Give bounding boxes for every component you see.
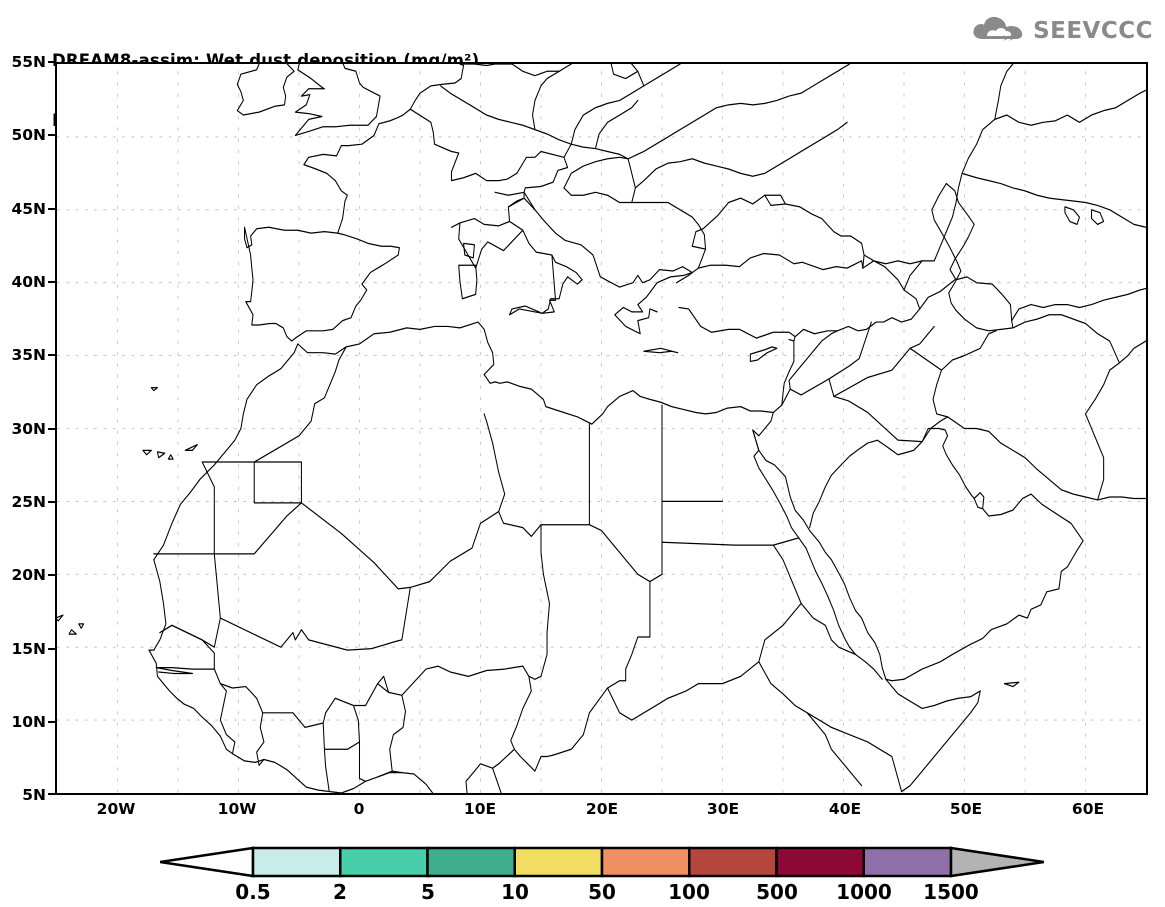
x-tick-label-50E: 50E: [949, 800, 983, 818]
map-gridlines: [57, 64, 1146, 793]
colorbar-svg: [160, 846, 1044, 878]
colorbar[interactable]: 0.5 2 5 10 50 100 500 1000 1500: [160, 846, 1044, 904]
colorbar-segment-0: [251, 846, 342, 878]
y-tick-label-40N: 40N: [11, 273, 46, 291]
y-tick-label-25N: 25N: [11, 493, 46, 511]
colorbar-segment-5: [688, 846, 778, 878]
x-tick-label-10W: 10W: [217, 800, 257, 818]
y-tick-10N: [48, 721, 55, 723]
y-tick-label-30N: 30N: [11, 420, 46, 438]
x-tick-label-10E: 10E: [463, 800, 497, 818]
colorbar-segment-7: [862, 846, 953, 878]
colorbar-segment-2: [426, 846, 516, 878]
x-tick-label-0: 0: [353, 800, 365, 818]
y-tick-label-35N: 35N: [11, 346, 46, 364]
colorbar-label-4: 50: [588, 880, 616, 904]
y-tick-label-10N: 10N: [11, 713, 46, 731]
map-plot-area[interactable]: [55, 62, 1148, 795]
y-tick-15N: [48, 648, 55, 650]
colorbar-under-arrow: [160, 846, 255, 878]
y-tick-label-20N: 20N: [11, 566, 46, 584]
y-tick-35N: [48, 354, 55, 356]
y-tick-label-15N: 15N: [11, 640, 46, 658]
x-tick-label-20E: 20E: [585, 800, 619, 818]
x-tick-label-30E: 30E: [706, 800, 740, 818]
y-tick-40N: [48, 281, 55, 283]
colorbar-segment-6: [775, 846, 865, 878]
colorbar-segment-3: [513, 846, 604, 878]
y-tick-label-45N: 45N: [11, 200, 46, 218]
logo-text: SEEVCCC: [1033, 18, 1153, 44]
seevccc-logo: SEEVCCC: [971, 14, 1153, 48]
y-tick-30N: [48, 428, 55, 430]
colorbar-label-7: 1000: [836, 880, 892, 904]
y-tick-25N: [48, 501, 55, 503]
y-tick-5N: [48, 793, 55, 795]
colorbar-label-1: 2: [333, 880, 347, 904]
x-tick-label-60E: 60E: [1071, 800, 1105, 818]
x-tick-label-40E: 40E: [828, 800, 862, 818]
colorbar-label-6: 500: [756, 880, 798, 904]
cloud-icon: [971, 14, 1027, 48]
map-coastlines: [57, 64, 1146, 793]
colorbar-label-8: 1500: [923, 880, 979, 904]
y-tick-label-55N: 55N: [11, 53, 46, 71]
y-tick-label-5N: 5N: [22, 786, 46, 804]
y-tick-20N: [48, 574, 55, 576]
colorbar-label-2: 5: [421, 880, 435, 904]
colorbar-label-5: 100: [668, 880, 710, 904]
colorbar-label-3: 10: [501, 880, 529, 904]
colorbar-over-arrow: [949, 846, 1044, 878]
colorbar-segment-4: [600, 846, 691, 878]
y-tick-45N: [48, 208, 55, 210]
x-tick-label-20W: 20W: [96, 800, 136, 818]
colorbar-label-0: 0.5: [235, 880, 271, 904]
y-tick-55N: [48, 61, 55, 63]
colorbar-segment-1: [339, 846, 429, 878]
map-canvas: [57, 64, 1146, 793]
y-tick-label-50N: 50N: [11, 126, 46, 144]
y-tick-50N: [48, 134, 55, 136]
